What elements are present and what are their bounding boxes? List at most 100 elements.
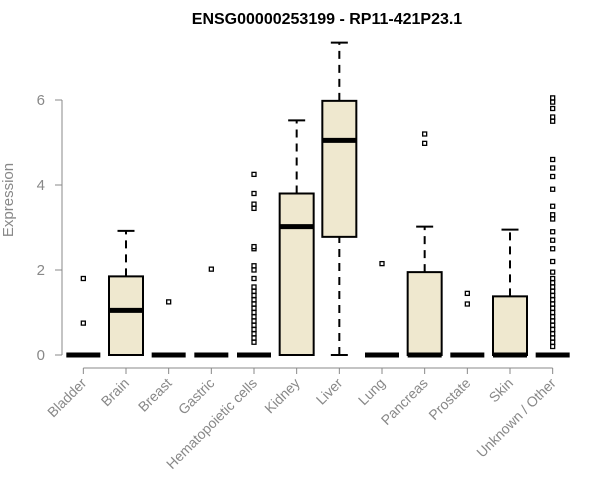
outlier-point (550, 246, 556, 252)
x-tick-label: Breast (135, 375, 175, 415)
outlier-point (251, 314, 257, 320)
box-unknown-other (535, 95, 570, 358)
y-tick-label: 4 (37, 177, 45, 194)
outlier-point (550, 216, 556, 222)
x-tick-label: Liver (313, 375, 346, 408)
outlier-point (251, 292, 257, 299)
outlier-point (550, 275, 556, 282)
outlier-point (550, 318, 556, 324)
outlier-point (550, 280, 556, 286)
x-tick-label: Unknown / Other (473, 375, 559, 461)
outlier-point (550, 297, 556, 303)
box-body (321, 99, 358, 238)
outlier-point (251, 322, 257, 328)
outlier-point (251, 301, 257, 307)
outlier-point (251, 335, 257, 341)
box-body (492, 295, 528, 357)
outlier-point (422, 140, 428, 147)
outlier-point (251, 263, 257, 269)
x-tick-label: Skin (486, 375, 517, 406)
x-tick-label: Pancreas (378, 375, 431, 428)
outlier-point (550, 343, 556, 350)
outlier-point (550, 173, 556, 180)
outlier-point (550, 269, 556, 275)
box-bladder (66, 275, 101, 358)
box-breast (151, 299, 186, 358)
outlier-point (80, 320, 86, 326)
outlier-point (251, 339, 257, 345)
outlier-point (464, 301, 470, 307)
outlier-point (251, 331, 257, 337)
outlier-point (550, 284, 556, 290)
box-gastric (194, 266, 229, 358)
box-lung (365, 260, 399, 358)
x-tick-label: Kidney (261, 375, 303, 417)
box-kidney (278, 119, 315, 356)
box-body (406, 271, 443, 356)
outlier-point (550, 114, 556, 120)
box-liver (321, 41, 358, 356)
outlier-point (550, 156, 556, 163)
box-series (66, 41, 570, 358)
outlier-point (251, 305, 257, 311)
outlier-point (251, 201, 257, 207)
outlier-point (550, 314, 556, 320)
y-axis-label: Expression (0, 163, 17, 237)
outlier-point (208, 266, 214, 272)
outlier-point (550, 331, 556, 337)
outlier-point (251, 171, 257, 178)
outlier-point (550, 237, 556, 243)
outlier-point (166, 299, 172, 305)
outlier-point (550, 322, 556, 328)
y-tick-label: 6 (37, 92, 45, 109)
outlier-point (550, 292, 556, 299)
outlier-point (550, 305, 556, 311)
y-tick-label: 2 (37, 262, 45, 279)
box-body (108, 275, 144, 356)
outlier-point (550, 203, 556, 209)
outlier-point (550, 258, 556, 265)
box-skin (492, 228, 528, 358)
outlier-point (550, 301, 556, 307)
outlier-point (80, 275, 86, 282)
box-brain (108, 229, 144, 356)
x-tick-label: Prostate (425, 375, 473, 423)
outlier-point (251, 297, 257, 303)
outlier-point (550, 326, 556, 333)
box-prostate (450, 290, 485, 358)
outlier-point (550, 309, 556, 316)
outlier-point (251, 326, 257, 333)
outlier-point (251, 288, 257, 294)
box-body (278, 192, 315, 356)
outlier-point (379, 260, 385, 267)
x-tick-label: Brain (98, 375, 132, 409)
box-pancreas (406, 131, 443, 358)
box-hematopoietic-cells (237, 171, 271, 358)
outlier-point (550, 95, 556, 101)
outlier-point (251, 284, 257, 290)
x-tick-label: Gastric (175, 375, 218, 418)
outlier-point (251, 267, 257, 273)
outlier-point (550, 335, 556, 341)
chart-title: ENSG00000253199 - RP11-421P23.1 (192, 11, 463, 28)
x-tick-label: Lung (355, 375, 388, 408)
outlier-point (550, 288, 556, 294)
outlier-point (550, 212, 556, 218)
y-axis: 0 2 4 6 (37, 92, 63, 364)
outlier-point (422, 131, 428, 137)
outlier-point (464, 290, 470, 297)
outlier-point (550, 99, 556, 105)
outlier-point (550, 339, 556, 345)
outlier-point (251, 205, 257, 212)
outlier-point (251, 318, 257, 324)
outlier-point (251, 243, 257, 250)
outlier-point (550, 105, 556, 112)
outlier-point (550, 165, 556, 171)
x-tick-label: Bladder (44, 375, 90, 421)
outlier-point (550, 186, 556, 192)
outlier-point (251, 309, 257, 316)
y-tick-label: 0 (37, 347, 45, 364)
outlier-point (251, 190, 257, 197)
